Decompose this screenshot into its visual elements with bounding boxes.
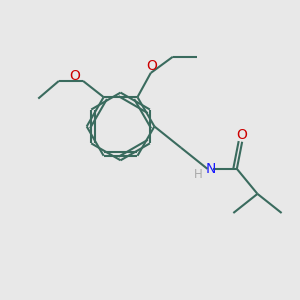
Text: O: O <box>237 128 248 142</box>
Text: N: N <box>206 162 216 176</box>
Text: O: O <box>69 69 80 83</box>
Text: H: H <box>194 168 202 181</box>
Text: O: O <box>146 59 157 74</box>
